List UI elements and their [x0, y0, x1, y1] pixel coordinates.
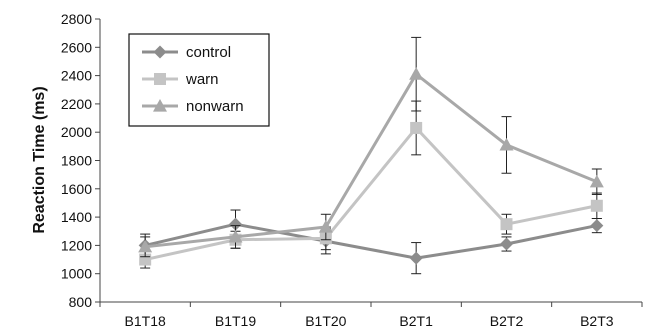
data-point	[500, 218, 513, 231]
legend-item-control: control	[142, 44, 231, 61]
series-group	[138, 36, 604, 275]
legend-marker	[154, 73, 166, 85]
y-tick-label: 1000	[61, 266, 92, 282]
x-tick-label: B1T19	[215, 313, 256, 329]
axes	[95, 18, 643, 307]
legend-marker	[153, 45, 167, 59]
data-point	[500, 237, 513, 251]
legend: control warn nonwarn	[128, 33, 270, 127]
y-tick-labels: 800 1000 1200 1400 1600 1800 2000 2200 2400 2600 2…	[61, 11, 92, 310]
data-point	[228, 229, 243, 243]
x-tick-label: B1T18	[125, 313, 166, 329]
series-line	[144, 126, 598, 262]
x-tick-label: B1T20	[305, 313, 346, 329]
data-point	[409, 67, 424, 80]
y-axis-title: Reaction Time (ms)	[31, 86, 48, 233]
legend-marker	[153, 99, 167, 112]
x-tick-label: B2T1	[399, 313, 433, 329]
data-point	[138, 239, 153, 253]
x-tick-label: B2T2	[490, 313, 524, 329]
data-point	[410, 121, 423, 134]
data-point	[318, 220, 333, 233]
data-point	[590, 199, 603, 212]
legend-item-warn: warn	[142, 71, 219, 88]
legend-label: warn	[185, 71, 219, 88]
y-tick-label: 2000	[61, 124, 92, 140]
y-tick-label: 1800	[61, 153, 92, 169]
y-tick-label: 2200	[61, 96, 92, 112]
data-point	[409, 251, 423, 265]
y-tick-label: 1400	[61, 209, 92, 225]
x-tick-label: B2T3	[580, 313, 614, 329]
y-tick-label: 1200	[61, 237, 92, 253]
y-tick-label: 800	[69, 294, 93, 310]
data-point	[139, 253, 152, 266]
data-point	[499, 137, 514, 151]
data-point	[229, 217, 242, 231]
series-line	[145, 72, 598, 249]
legend-label: control	[186, 44, 231, 61]
series-line	[144, 222, 598, 260]
data-point	[589, 174, 604, 188]
y-tick-label: 1600	[61, 181, 92, 197]
y-tick-label: 2400	[61, 68, 92, 84]
series-nonwarn	[138, 36, 604, 258]
x-tick-labels: B1T18 B1T19 B1T20 B2T1 B2T2 B2T3	[125, 313, 614, 329]
legend-label: nonwarn	[186, 98, 244, 115]
data-point	[590, 219, 604, 233]
y-tick-label: 2800	[61, 11, 92, 27]
y-tick-label: 2600	[61, 39, 92, 55]
legend-item-nonwarn: nonwarn	[142, 98, 244, 115]
